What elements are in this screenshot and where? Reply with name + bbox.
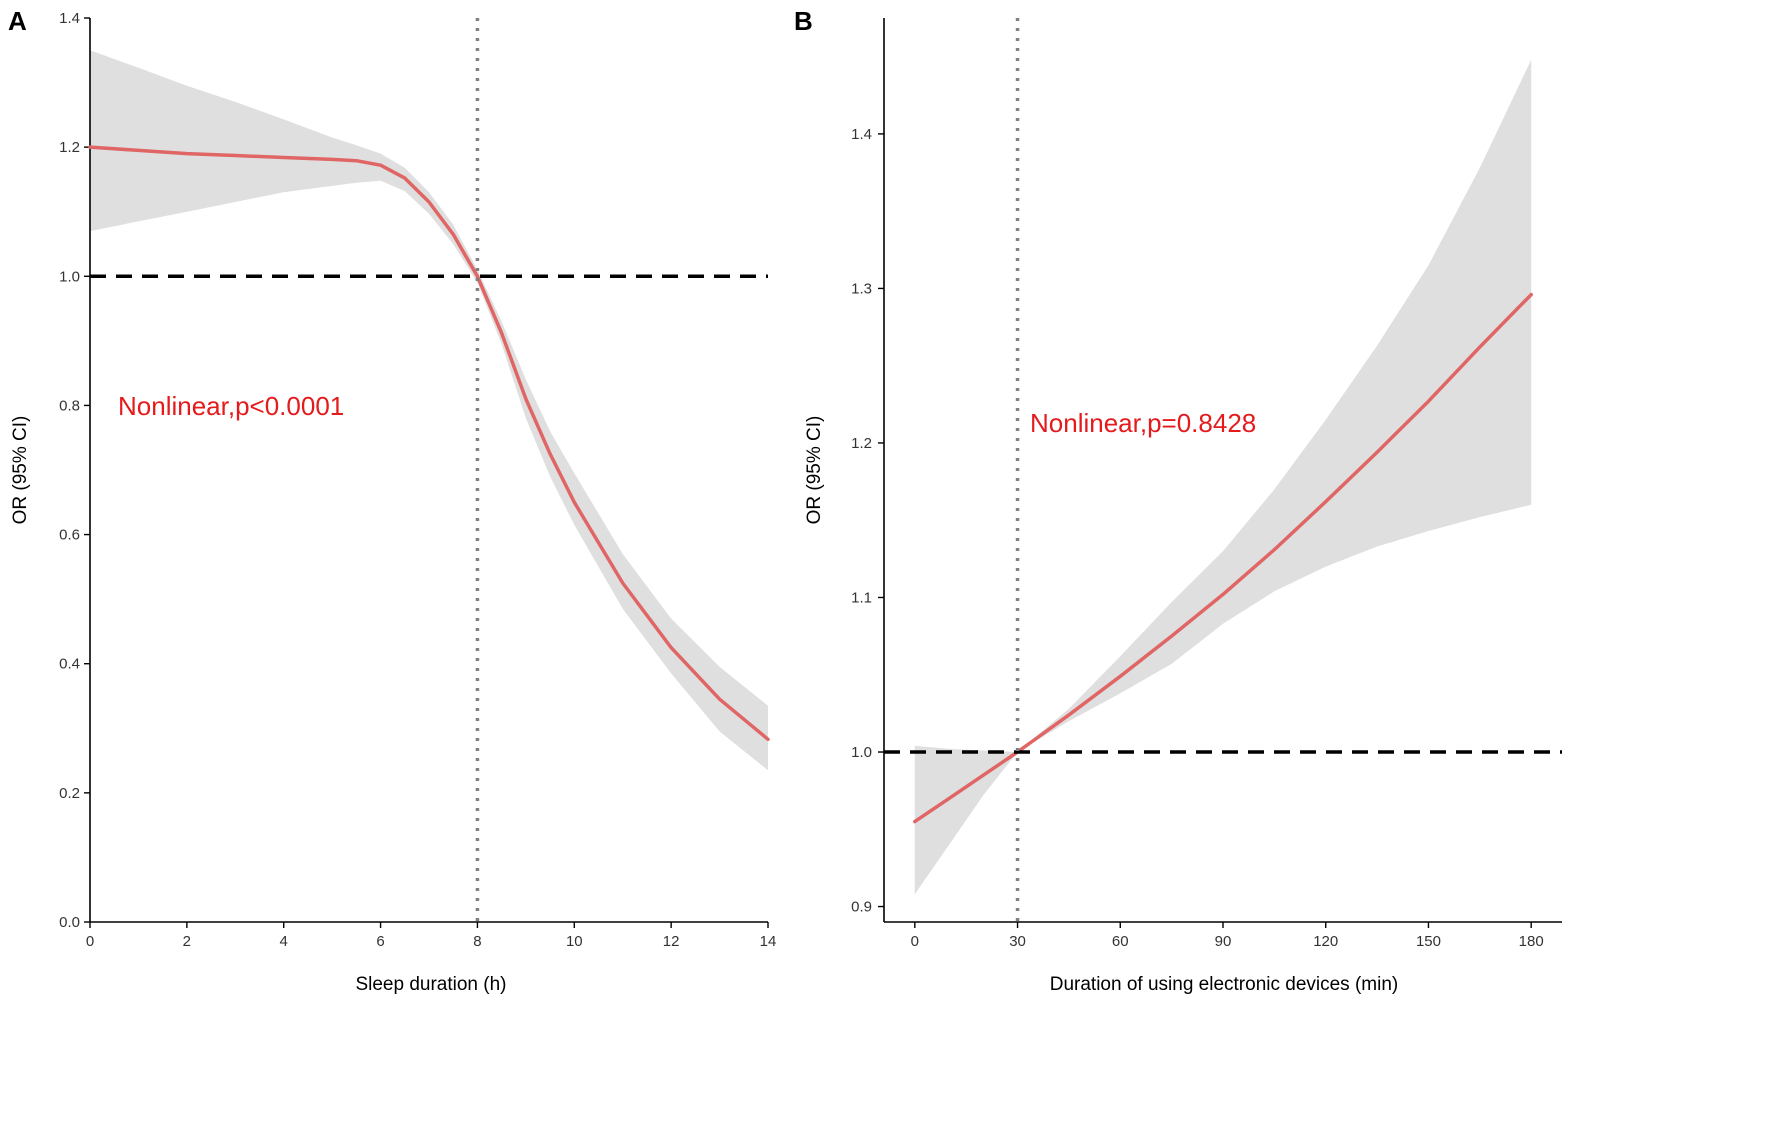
- panel-a: A 0.0 0.2 0.4 0.6 0.8 1.0 1.2 1.4 0 2 4 6 8 10 12 14 No…: [8, 6, 776, 995]
- x-tick-label: 8: [473, 933, 481, 950]
- x-tick-label: 120: [1313, 933, 1338, 950]
- y-tick-label: 0.2: [59, 785, 80, 802]
- x-tick-label: 180: [1519, 933, 1544, 950]
- x-tick-label: 2: [183, 933, 191, 950]
- y-tick-label: 1.4: [59, 10, 80, 27]
- y-tick-label: 1.2: [59, 139, 80, 156]
- or-curve: [913, 292, 1533, 824]
- panel-b: B 0.9 1.0 1.1 1.2 1.3 1.4 0 30 60 90 120 150 180 Non…: [794, 6, 1562, 995]
- y-tick-label: 1.0: [851, 744, 872, 761]
- x-tick-label: 150: [1416, 933, 1441, 950]
- x-axis-label: Sleep duration (h): [355, 974, 506, 995]
- nonlinear-annotation: Nonlinear,p=0.8428: [1030, 408, 1256, 438]
- x-tick-label: 0: [86, 933, 94, 950]
- y-tick-label: 0.8: [59, 397, 80, 414]
- confidence-band: [90, 50, 768, 771]
- x-tick-label: 14: [760, 933, 777, 950]
- y-tick-label: 0.9: [851, 899, 872, 916]
- nonlinear-annotation: Nonlinear,p<0.0001: [118, 391, 344, 421]
- y-tick-label: 1.2: [851, 435, 872, 452]
- or-curve: [88, 145, 770, 742]
- x-tick-label: 0: [911, 933, 919, 950]
- y-tick-label: 1.0: [59, 268, 80, 285]
- x-tick-label: 30: [1009, 933, 1026, 950]
- y-tick-label: 1.1: [851, 589, 872, 606]
- panel-label: B: [794, 6, 813, 36]
- y-axis-label: OR (95% CI): [10, 416, 31, 525]
- x-tick-label: 10: [566, 933, 583, 950]
- y-tick-label: 1.4: [851, 126, 872, 143]
- y-axis-label: OR (95% CI): [804, 416, 825, 525]
- y-tick-label: 1.3: [851, 280, 872, 297]
- y-tick-label: 0.4: [59, 656, 80, 673]
- y-tick-label: 0.6: [59, 527, 80, 544]
- x-axis-label: Duration of using electronic devices (mi…: [1050, 974, 1399, 995]
- x-tick-label: 12: [663, 933, 680, 950]
- x-tick-label: 4: [280, 933, 288, 950]
- panel-label: A: [8, 6, 27, 36]
- x-tick-label: 90: [1215, 933, 1232, 950]
- y-tick-label: 0.0: [59, 914, 80, 931]
- x-tick-label: 6: [376, 933, 384, 950]
- confidence-band: [914, 59, 1532, 895]
- x-tick-label: 60: [1112, 933, 1129, 950]
